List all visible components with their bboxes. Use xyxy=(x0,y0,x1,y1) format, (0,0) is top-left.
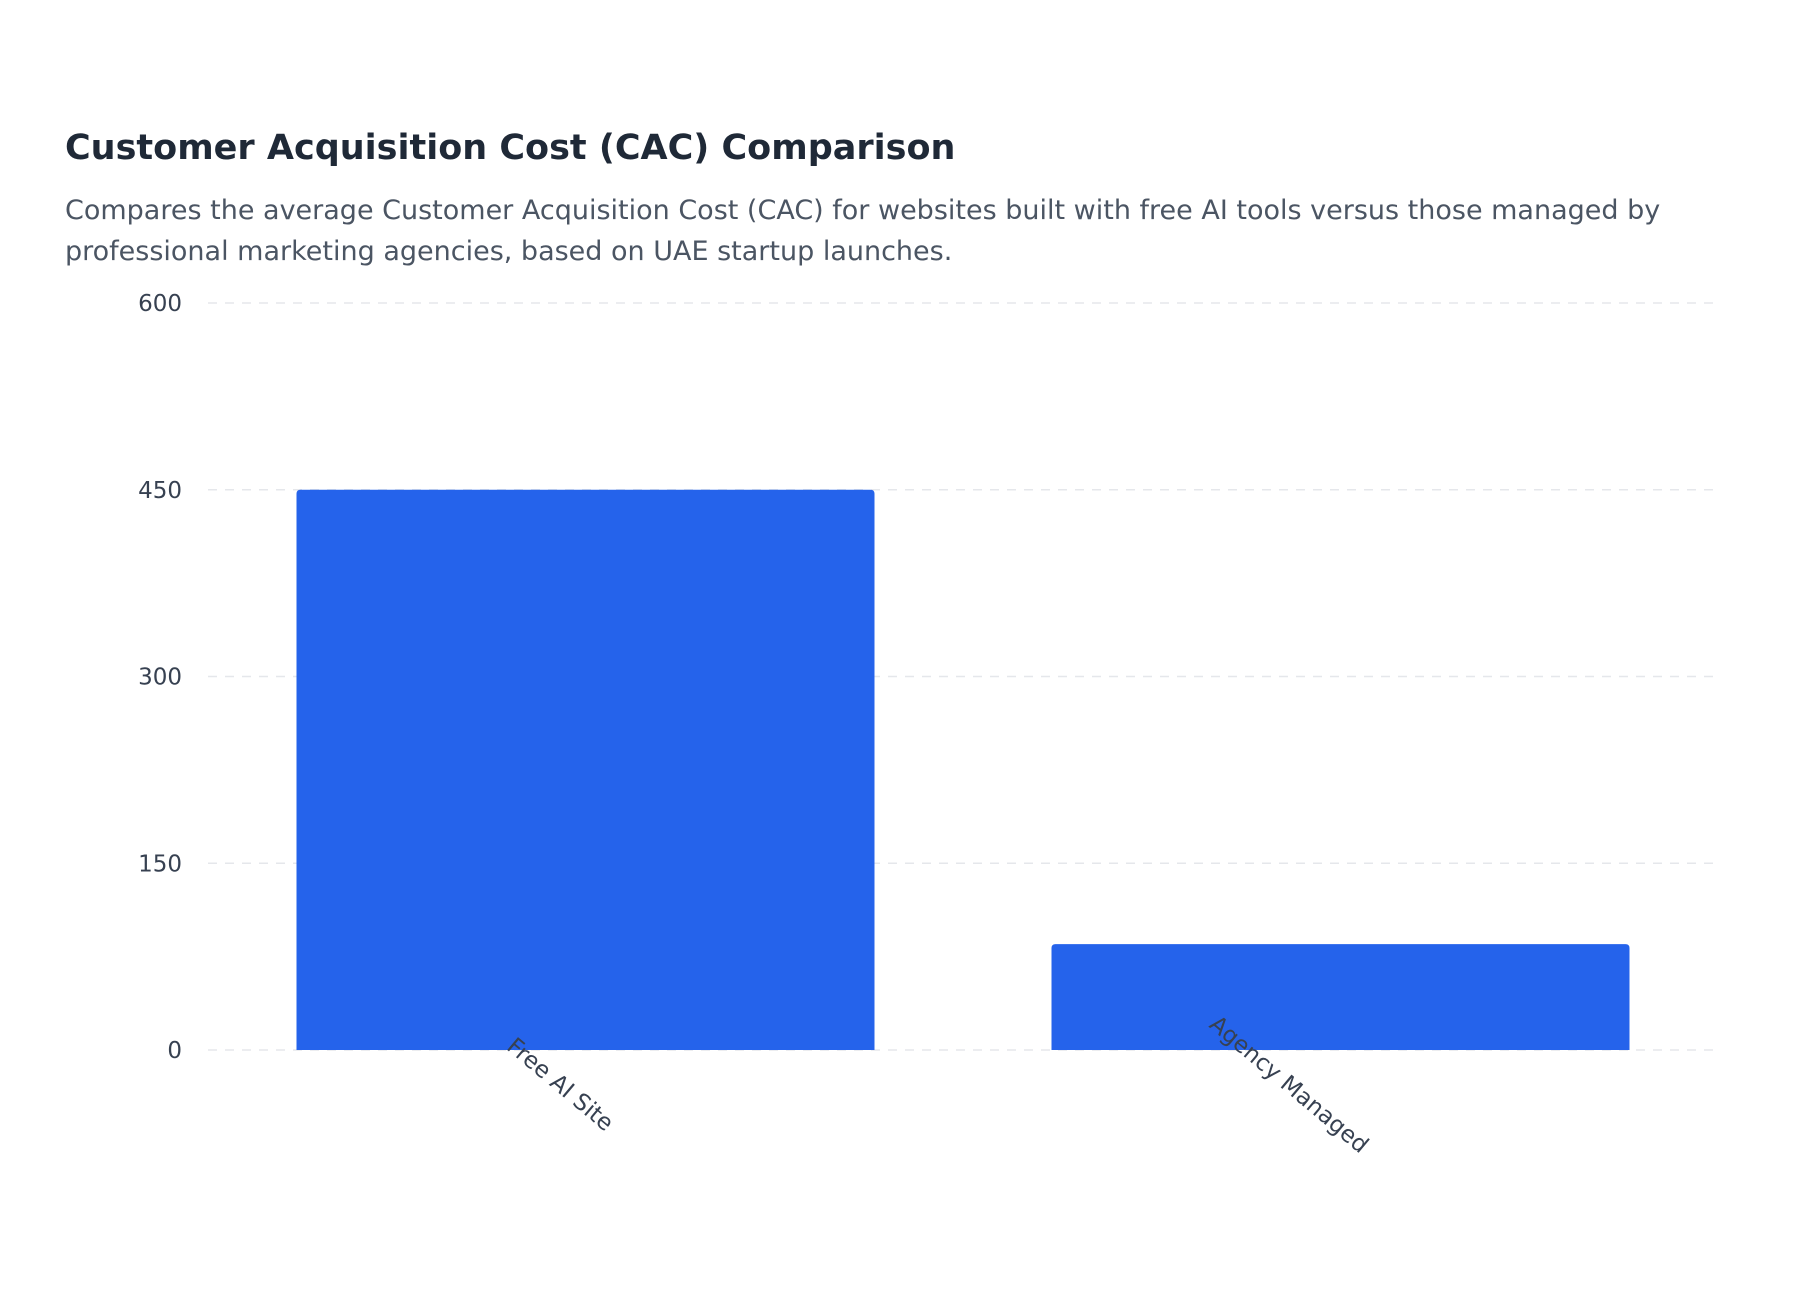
y-tick-label: 450 xyxy=(138,478,182,504)
y-axis-ticks: 0 150 300 450 600 xyxy=(138,291,182,1064)
bar-agency-managed[interactable] xyxy=(1051,944,1630,1050)
y-tick-label: 600 xyxy=(138,291,182,317)
y-tick-label: 300 xyxy=(138,665,182,691)
y-tick-label: 0 xyxy=(167,1038,182,1064)
bars xyxy=(296,489,1630,1050)
chart-subtitle: Compares the average Customer Acquisitio… xyxy=(65,195,1661,267)
y-tick-label: 150 xyxy=(138,851,182,877)
bar-free-ai-site[interactable] xyxy=(296,489,875,1050)
chart-title: Customer Acquisition Cost (CAC) Comparis… xyxy=(65,128,956,168)
